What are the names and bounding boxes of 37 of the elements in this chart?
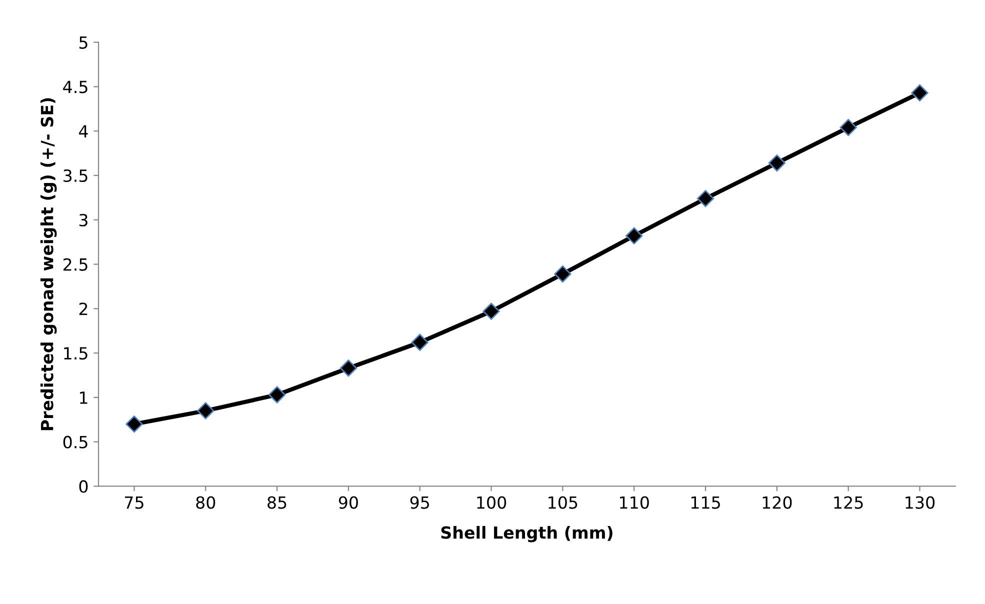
y-tick-label: 1 [80,392,88,404]
y-tick-label: 5 [79,36,88,49]
point [626,227,643,244]
x-tick-label: 100 [477,496,506,509]
x-tick-label: 85 [268,496,286,509]
point [126,416,143,433]
y-axis-title: Predicted gonad weight (g) (+/- SE) [40,98,57,430]
x-tick-label: 105 [548,496,578,509]
y-tick-label: 0 [79,480,88,493]
y-tick-label: 1.5 [64,347,88,360]
point [696,190,714,208]
point [268,386,286,404]
y-tick-label: 4 [78,125,88,138]
point [554,265,572,283]
x-tick-label: 110 [620,496,649,509]
x-axis-title: Shell Length (mm) [441,526,612,542]
point [197,402,214,420]
x-tick-label: 130 [906,496,935,509]
y-tick-label: 3 [79,214,88,226]
x-tick-label: 90 [338,496,358,509]
x-tick-label: 125 [834,496,863,509]
point [768,154,786,172]
y-tick-label: 3.5 [64,169,88,182]
point [840,118,857,136]
x-tick-label: 115 [691,496,720,509]
point [911,84,928,102]
y-tick-label: 2.5 [63,258,88,271]
point [340,360,357,377]
x-tick-label: 75 [124,496,144,509]
y-tick-label: 2 [79,302,88,315]
y-tick-label: 0.5 [63,436,88,448]
x-tick-label: 80 [196,496,216,509]
point [411,334,428,351]
x-tick-label: 95 [410,496,430,509]
y-tick-label: 4.5 [63,80,88,94]
point [482,302,500,320]
x-tick-label: 120 [762,496,792,509]
